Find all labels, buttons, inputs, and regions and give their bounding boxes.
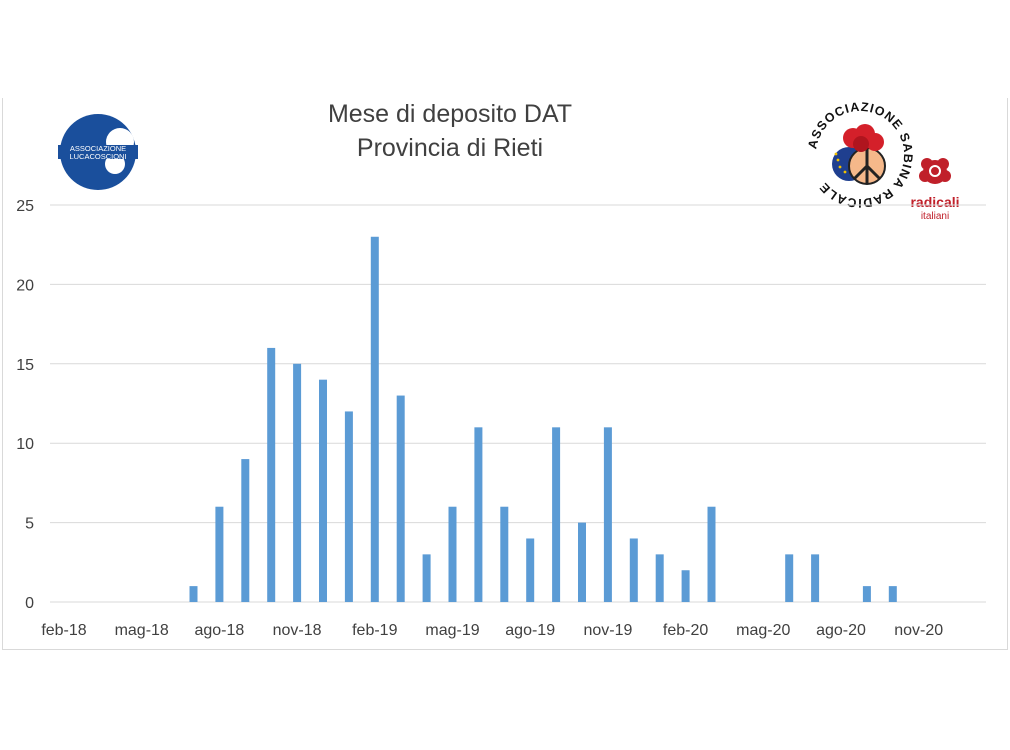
y-tick-label: 15: [16, 357, 34, 374]
x-tick-label: mag-19: [425, 622, 479, 639]
bar-nov-19: [603, 427, 612, 602]
x-tick-label: ago-18: [194, 622, 244, 639]
x-axis-ticks: feb-18 mag-18 ago-18 nov-18 feb-19 mag-19 ago-…: [41, 622, 943, 639]
x-tick-label: nov-18: [273, 622, 322, 639]
bar-ago-18: [215, 506, 224, 602]
bar-lug-20: [811, 554, 820, 602]
radicali-logo-name: radicali: [910, 194, 960, 210]
y-tick-label: 25: [16, 198, 34, 215]
bar-lug-18: [189, 586, 198, 602]
bar-lug-19: [500, 506, 509, 602]
bar-ago-19: [526, 538, 535, 602]
x-tick-label: mag-20: [736, 622, 790, 639]
y-tick-label: 20: [16, 277, 34, 294]
gridlines: [50, 204, 986, 603]
rose-icon: [919, 158, 951, 184]
x-tick-label: feb-18: [41, 622, 86, 639]
bar-gen-20: [655, 554, 664, 602]
bar-apr-19: [422, 554, 431, 602]
luca-coscioni-logo-text: ASSOCIAZIONE: [70, 144, 126, 153]
bar-nov-18: [293, 363, 302, 602]
sabina-radicale-logo: ASSOCIAZIONE SABINA RADICALE: [805, 100, 914, 210]
bar-giu-20: [785, 554, 794, 602]
y-axis-ticks: 0 5 10 15 20 25: [16, 198, 34, 612]
radicali-italiani-logo: radicali italiani: [905, 150, 965, 225]
chart-title: Mese di deposito DAT Provincia di Rieti: [300, 97, 600, 165]
bar-mar-20: [707, 506, 716, 602]
bar-ott-19: [578, 522, 586, 602]
bar-set-18: [241, 459, 250, 602]
x-tick-label: ago-19: [505, 622, 555, 639]
bar-gen-19: [344, 411, 353, 602]
bars: [189, 236, 897, 602]
y-tick-label: 0: [25, 595, 34, 612]
bar-set-20: [862, 586, 871, 602]
luca-coscioni-logo: ASSOCIAZIONE LUCACOSCIONI: [58, 114, 138, 190]
chart-title-line-2: Provincia di Rieti: [356, 134, 544, 162]
bar-dic-19: [629, 538, 638, 602]
x-tick-label: nov-19: [583, 622, 632, 639]
bar-dic-18: [319, 379, 327, 602]
x-tick-label: mag-18: [115, 622, 169, 639]
chart-frame: [2, 98, 1008, 650]
x-tick-label: feb-19: [352, 622, 397, 639]
chart-title-line-1: Mese di deposito DAT: [327, 100, 573, 128]
x-tick-label: ago-20: [816, 622, 866, 639]
radicali-logo-sub: italiani: [920, 211, 950, 222]
bar-set-19: [552, 427, 561, 602]
bar-giu-19: [474, 427, 483, 602]
y-tick-label: 5: [25, 516, 34, 533]
svg-text:LUCACOSCIONI: LUCACOSCIONI: [69, 152, 126, 161]
bar-feb-19: [370, 236, 379, 602]
bar-feb-20: [681, 570, 690, 602]
bar-mar-19: [396, 395, 405, 602]
y-tick-label: 10: [16, 436, 34, 453]
x-tick-label: nov-20: [894, 622, 943, 639]
bar-ott-18: [267, 347, 276, 602]
bar-mag-19: [448, 506, 457, 602]
x-tick-label: feb-20: [663, 622, 708, 639]
bar-ott-20: [888, 586, 897, 602]
